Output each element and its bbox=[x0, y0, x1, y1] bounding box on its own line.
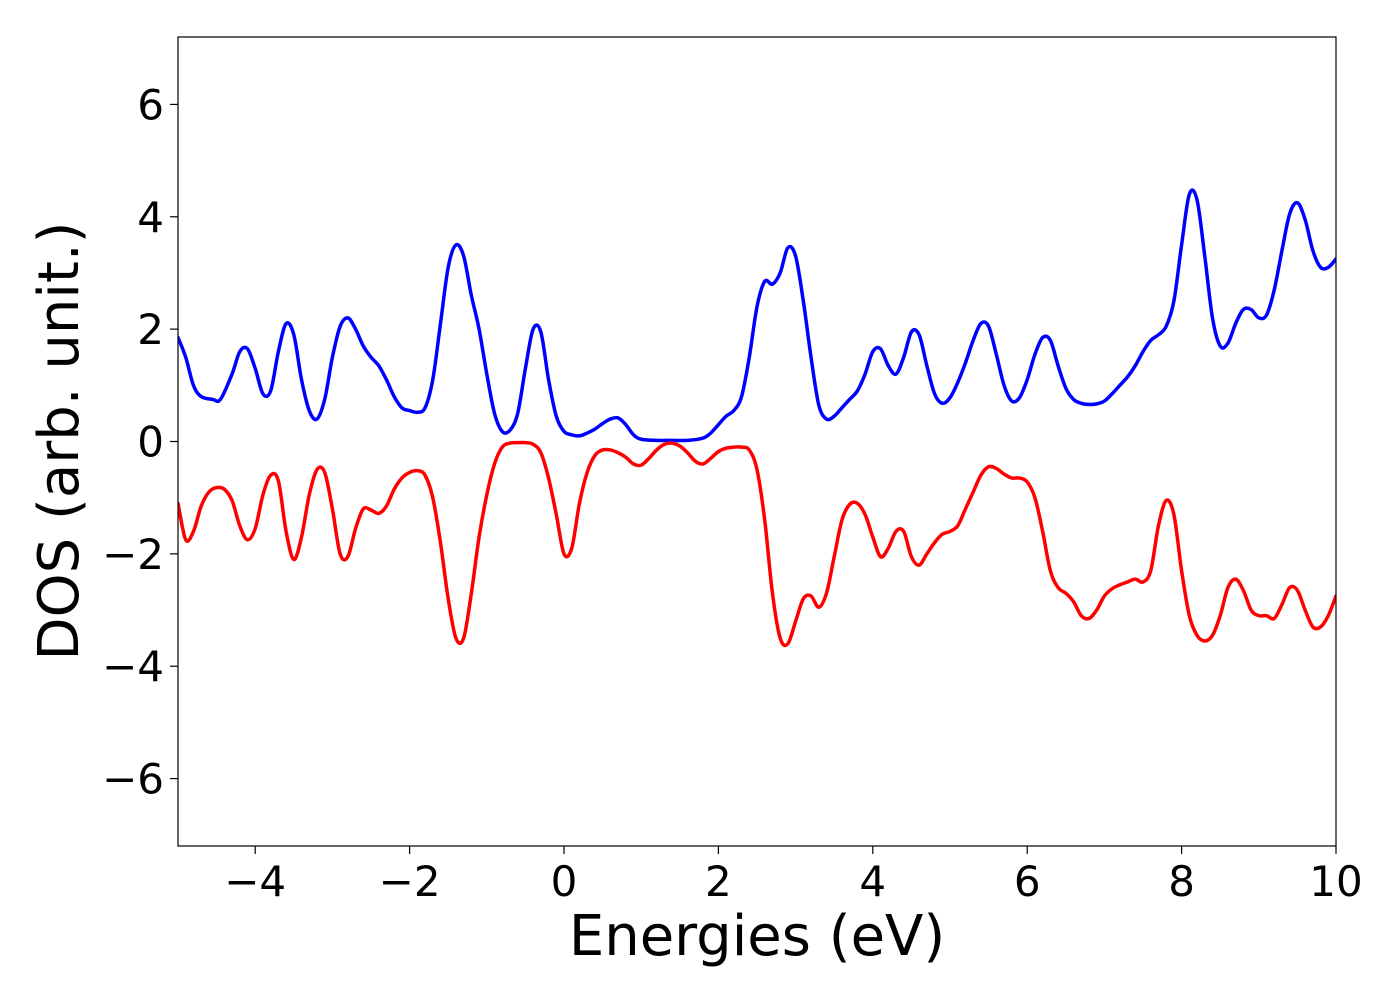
x-tick-label: 6 bbox=[1014, 857, 1041, 906]
plot-frame bbox=[177, 36, 1337, 847]
y-tick-label: 2 bbox=[137, 305, 164, 354]
y-tick-label: 4 bbox=[137, 193, 164, 242]
y-axis-label: DOS (arb. unit.) bbox=[27, 221, 92, 660]
y-axis-ticks: −6 −4 −2 0 2 4 6 bbox=[102, 80, 178, 804]
y-tick-label: −6 bbox=[102, 755, 164, 804]
x-tick-label: 4 bbox=[859, 857, 886, 906]
x-tick-label: 10 bbox=[1309, 857, 1362, 906]
x-tick-label: −4 bbox=[224, 857, 286, 906]
x-axis-ticks: −4 −2 0 2 4 6 8 10 bbox=[224, 846, 1363, 906]
series-layer bbox=[178, 188, 1336, 648]
x-tick-label: 0 bbox=[551, 857, 578, 906]
series-line-spin-down bbox=[178, 440, 1336, 648]
series-line-spin-up bbox=[178, 188, 1336, 443]
y-tick-label: 6 bbox=[137, 80, 164, 129]
x-tick-label: 2 bbox=[705, 857, 732, 906]
x-tick-label: −2 bbox=[379, 857, 441, 906]
y-tick-label: 0 bbox=[137, 418, 164, 467]
y-tick-label: −4 bbox=[102, 642, 164, 691]
x-tick-label: 8 bbox=[1168, 857, 1195, 906]
x-axis-label: Energies (eV) bbox=[569, 904, 945, 969]
y-tick-label: −2 bbox=[102, 530, 164, 579]
